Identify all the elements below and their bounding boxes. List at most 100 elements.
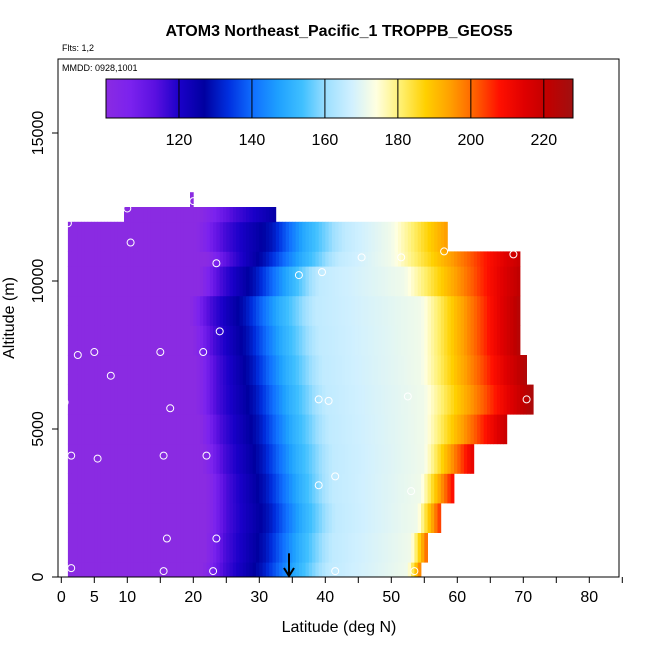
heatmap-cell (513, 266, 518, 297)
heatmap-cell (338, 251, 343, 267)
heatmap-cell (120, 384, 125, 415)
heatmap-cell (249, 325, 254, 356)
heatmap-cell (289, 414, 293, 445)
heatmap-cell (414, 384, 419, 415)
heatmap-cell (361, 473, 366, 504)
heatmap-cell (510, 266, 514, 297)
heatmap-cell (328, 295, 333, 326)
x-tick-label: 80 (580, 589, 598, 606)
heatmap-cell (414, 562, 419, 577)
heatmap-cell (331, 443, 336, 474)
heatmap-cell (421, 266, 425, 297)
heatmap-cell (341, 503, 346, 533)
heatmap-cell (394, 355, 399, 385)
heatmap-cell (341, 325, 346, 356)
heatmap-cell (275, 503, 280, 533)
heatmap-cell (269, 532, 273, 563)
heatmap-cell (114, 532, 118, 563)
heatmap-cell (242, 562, 247, 577)
heatmap-cell (170, 295, 174, 326)
heatmap-cell (302, 266, 306, 297)
heatmap-cell (180, 221, 184, 252)
heatmap-cell (391, 532, 395, 563)
heatmap-cell (490, 251, 494, 267)
heatmap-cell (249, 355, 254, 385)
heatmap-cell (315, 221, 320, 252)
heatmap-cell (104, 384, 108, 415)
heatmap-cell (236, 295, 240, 326)
heatmap-cell (163, 503, 168, 533)
heatmap-cell (275, 325, 280, 356)
heatmap-cell (226, 355, 230, 385)
heatmap-cell (140, 266, 145, 297)
heatmap-cell (150, 325, 155, 356)
heatmap-cell (430, 325, 435, 356)
heatmap-cell (473, 355, 478, 385)
heatmap-cell (213, 221, 217, 252)
heatmap-cell (190, 414, 194, 445)
heatmap-cell (351, 295, 356, 326)
heatmap-cell (285, 266, 290, 297)
heatmap-cell (130, 266, 135, 297)
heatmap-cell (351, 562, 356, 577)
heatmap-cell (318, 443, 323, 474)
heatmap-cell (81, 562, 85, 577)
heatmap-cell (216, 384, 221, 415)
heatmap-cell (206, 251, 211, 267)
heatmap-cell (460, 325, 465, 356)
heatmap-cell (394, 443, 399, 474)
heatmap-cell (483, 266, 488, 297)
heatmap-cell (190, 384, 194, 415)
heatmap-cell (133, 266, 138, 297)
heatmap-cell (170, 473, 174, 504)
heatmap-cell (249, 207, 254, 223)
heatmap-cell (180, 325, 184, 356)
heatmap-cell (355, 503, 359, 533)
heatmap-cell (302, 384, 306, 415)
heatmap-cell (219, 266, 224, 297)
heatmap-cell (473, 384, 478, 415)
heatmap-cell (137, 443, 141, 474)
heatmap-cell (239, 207, 244, 223)
heatmap-cell (150, 355, 155, 385)
heatmap-cell (81, 295, 85, 326)
heatmap-cell (318, 221, 323, 252)
heatmap-cell (150, 443, 155, 474)
heatmap-cell (358, 221, 362, 252)
heatmap-cell (355, 325, 359, 356)
heatmap-cell (341, 355, 346, 385)
heatmap-cell (216, 414, 221, 445)
heatmap-cell (173, 221, 178, 252)
heatmap-cell (242, 221, 247, 252)
heatmap-cell (143, 414, 148, 445)
heatmap-cell (107, 355, 112, 385)
heatmap-cell (252, 473, 257, 504)
heatmap-cell (328, 562, 333, 577)
heatmap-cell (229, 562, 234, 577)
heatmap-cell (440, 384, 445, 415)
heatmap-cell (401, 473, 405, 504)
heatmap-cell (308, 443, 313, 474)
heatmap-cell (322, 503, 326, 533)
heatmap-cell (84, 473, 89, 504)
heatmap-cell (91, 473, 95, 504)
y-tick-label: 10000 (30, 259, 47, 304)
heatmap-cell (361, 562, 366, 577)
heatmap-cell (157, 473, 161, 504)
heatmap-cell (153, 384, 158, 415)
heatmap-cell (279, 295, 283, 326)
heatmap-cell (190, 251, 194, 267)
heatmap-cell (437, 325, 442, 356)
heatmap-cell (401, 562, 405, 577)
heatmap-cell (163, 414, 168, 445)
heatmap-cell (404, 325, 409, 356)
heatmap-cell (114, 443, 118, 474)
heatmap-cell (345, 414, 349, 445)
heatmap-cell (163, 562, 168, 577)
heatmap-cell (424, 266, 428, 297)
heatmap-cell (318, 251, 323, 267)
flight-point (73, 351, 82, 359)
heatmap-cell (338, 473, 343, 504)
heatmap-cell (473, 295, 478, 326)
heatmap-cell (252, 562, 257, 577)
